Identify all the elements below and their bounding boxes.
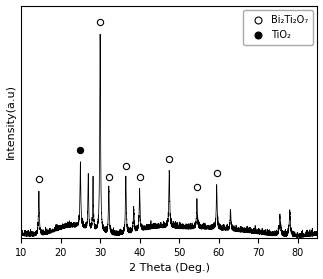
- Y-axis label: Intensity(a.u): Intensity(a.u): [5, 84, 16, 159]
- Legend: Bi₂Ti₂O₇, TiO₂: Bi₂Ti₂O₇, TiO₂: [243, 10, 313, 45]
- X-axis label: 2 Theta (Deg.): 2 Theta (Deg.): [129, 263, 210, 273]
